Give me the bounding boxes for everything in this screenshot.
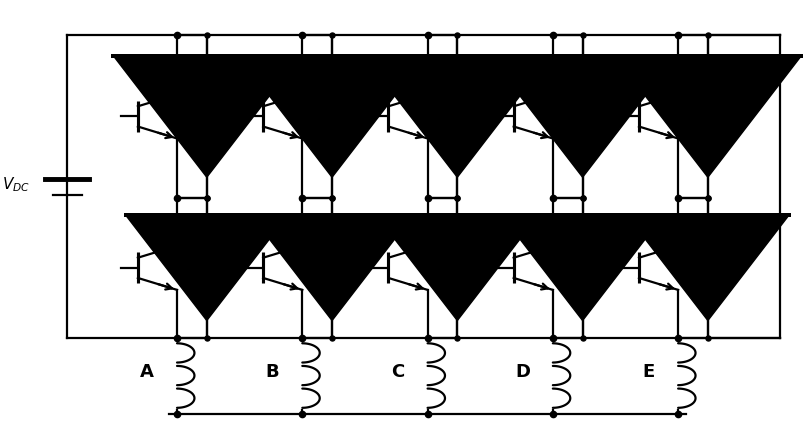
Polygon shape: [614, 56, 802, 177]
Text: B: B: [266, 363, 280, 381]
Text: $V_{DC}$: $V_{DC}$: [2, 175, 30, 194]
Polygon shape: [502, 215, 663, 321]
Polygon shape: [251, 215, 413, 321]
Text: A: A: [141, 363, 154, 381]
Polygon shape: [489, 56, 676, 177]
Text: D: D: [516, 363, 531, 381]
Text: C: C: [391, 363, 405, 381]
Polygon shape: [364, 56, 551, 177]
Polygon shape: [126, 215, 288, 321]
Polygon shape: [377, 215, 538, 321]
Polygon shape: [238, 56, 426, 177]
Polygon shape: [113, 56, 301, 177]
Polygon shape: [627, 215, 789, 321]
Text: E: E: [642, 363, 654, 381]
